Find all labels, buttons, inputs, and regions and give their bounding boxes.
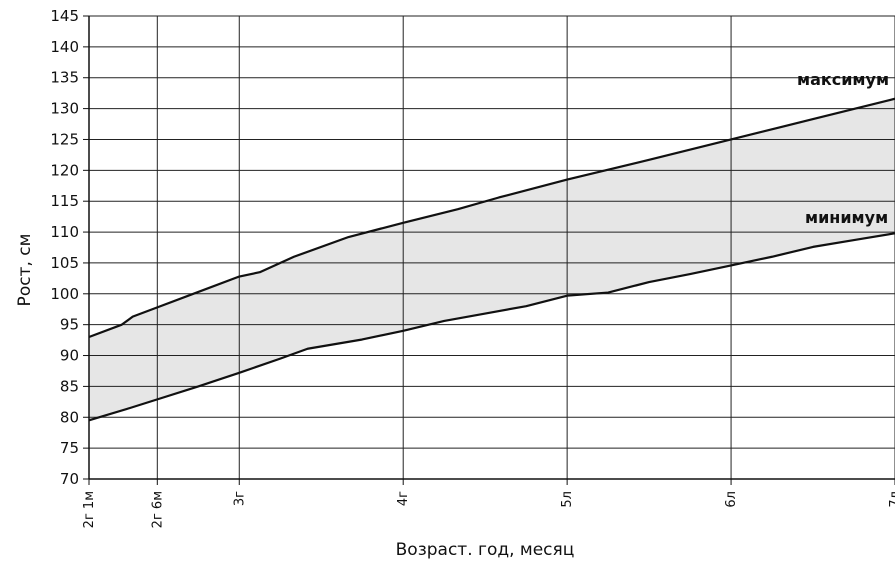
y-tick-label: 90	[60, 347, 79, 365]
y-tick-layer: 70 75 80 85 90 95 100 105 110 115 120 125 130 135 140 1…	[50, 7, 89, 488]
y-axis-label: Рост, см	[15, 234, 35, 307]
x-tick-label: 2г 1м	[82, 491, 97, 528]
y-tick-label: 70	[60, 470, 79, 488]
x-axis-label: Возраст. год, месяц	[396, 540, 575, 560]
y-tick-label: 105	[50, 254, 79, 272]
series-label-max: максимум	[797, 70, 889, 89]
y-tick-label: 110	[50, 223, 79, 241]
x-tick-label: 7л	[888, 491, 895, 508]
y-tick-label: 125	[50, 130, 79, 148]
y-tick-label: 145	[50, 7, 79, 25]
y-tick-label: 140	[50, 38, 79, 56]
y-tick-label: 115	[50, 192, 79, 210]
x-tick-layer: 2г 1м 2г 6м 3г 4г 5л 6л 7л	[82, 479, 895, 528]
x-tick-label: 6л	[724, 491, 739, 508]
y-tick-label: 135	[50, 69, 79, 87]
range-area	[89, 99, 895, 421]
x-tick-label: 2г 6м	[150, 491, 165, 528]
area-layer	[89, 99, 895, 421]
y-tick-label: 100	[50, 285, 79, 303]
series-label-min: минимум	[805, 208, 888, 227]
y-tick-label: 120	[50, 161, 79, 179]
y-tick-label: 95	[60, 316, 79, 334]
y-tick-label: 75	[60, 439, 79, 457]
x-tick-label: 4г	[396, 491, 411, 506]
y-tick-label: 130	[50, 100, 79, 118]
y-tick-label: 85	[60, 377, 79, 395]
x-tick-label: 5л	[560, 491, 575, 508]
y-tick-label: 80	[60, 408, 79, 426]
x-tick-label: 3г	[232, 491, 247, 506]
